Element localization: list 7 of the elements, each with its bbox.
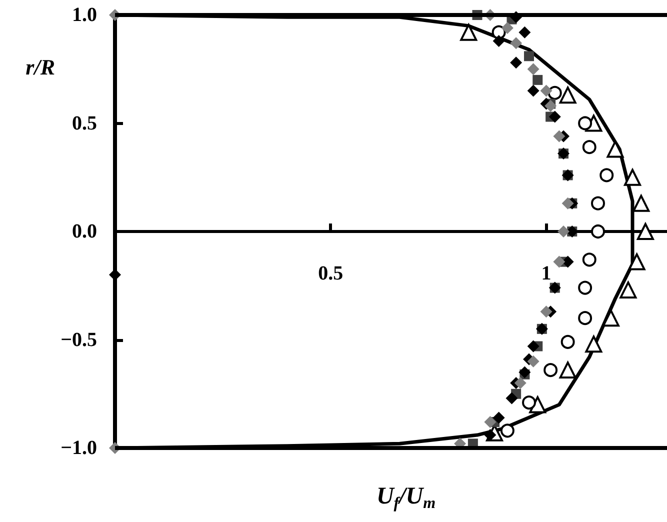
y-tick-label: 1.0 [72,4,97,26]
y-tick-label: −1.0 [60,437,97,459]
y-tick-label: 0.0 [72,220,97,242]
y-axis-title: r/R [26,54,55,80]
y-tick-label: 0.5 [72,112,97,134]
y-tick-label: −0.5 [60,328,97,351]
x-tick-label: 1 [541,262,552,284]
